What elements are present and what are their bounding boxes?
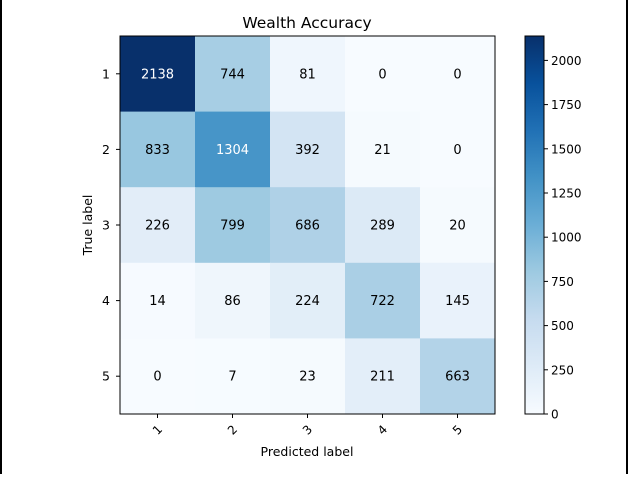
right-border (626, 0, 628, 474)
heatmap-cell-r4-c2 (195, 262, 271, 339)
y-axis-label: True label (80, 195, 95, 257)
heatmap-cell-r1-c4 (345, 36, 421, 113)
heatmap-cell-r3-c5 (420, 187, 496, 264)
cell-value-r4-c1: 14 (149, 294, 166, 309)
x-axis-label: Predicted label (261, 444, 354, 459)
cell-value-r3-c2: 799 (220, 219, 245, 234)
heatmap-cell-labels: 2138 744 81 0 0 833 1304 392 21 0 226 799 686 289 20 14… (141, 67, 470, 384)
x-tick-label-2: 2 (225, 422, 240, 437)
cell-value-r2-c3: 392 (295, 143, 320, 158)
cell-value-r5-c3: 23 (299, 370, 316, 385)
heatmap-cell-r5-c3 (270, 338, 346, 415)
cell-value-r1-c1: 2138 (141, 67, 174, 82)
cell-value-r1-c2: 744 (220, 67, 245, 82)
y-tick-label-1: 1 (102, 66, 110, 81)
cell-value-r2-c1: 833 (145, 143, 170, 158)
cell-value-r3-c4: 289 (370, 219, 395, 234)
heatmap-cell-r5-c2 (195, 338, 271, 415)
colorbar-tick-label-500: 500 (551, 319, 574, 333)
x-tick-label-4: 4 (375, 422, 390, 437)
heatmap-cell-r3-c4 (345, 187, 421, 264)
heatmap-cell-r2-c5 (420, 111, 496, 188)
cell-value-r4-c3: 224 (295, 294, 320, 309)
heatmap-cell-r3-c3 (270, 187, 346, 264)
cell-value-r2-c4: 21 (374, 143, 391, 158)
heatmap-cell-r5-c4 (345, 338, 421, 415)
heatmap-cell-r3-c1 (120, 187, 196, 264)
cell-value-r1-c5: 0 (453, 67, 461, 82)
heatmap-cell-r2-c4 (345, 111, 421, 188)
cell-value-r1-c3: 81 (299, 67, 316, 82)
cell-value-r4-c4: 722 (370, 294, 395, 309)
heatmap-cells (120, 36, 496, 415)
cell-value-r5-c4: 211 (370, 370, 395, 385)
heatmap-cell-r1-c2 (195, 36, 271, 113)
colorbar-tick-label-1500: 1500 (551, 142, 582, 156)
cell-value-r4-c5: 145 (445, 294, 470, 309)
cell-value-r5-c2: 7 (228, 370, 236, 385)
colorbar-tick-label-0: 0 (551, 408, 559, 422)
y-tick-label-4: 4 (102, 293, 110, 308)
heatmap-cell-r2-c2 (195, 111, 271, 188)
x-axis-ticks: 1 2 3 4 5 (150, 414, 465, 438)
cell-value-r1-c4: 0 (378, 67, 386, 82)
y-axis-ticks: 1 2 3 4 5 (102, 66, 120, 384)
heatmap-cell-r1-c5 (420, 36, 496, 113)
colorbar-tick-label-1000: 1000 (551, 231, 582, 245)
x-tick-label-1: 1 (150, 422, 165, 437)
heatmap-cell-r5-c1 (120, 338, 196, 415)
heatmap-cell-r4-c5 (420, 262, 496, 339)
heatmap-cell-r1-c1 (120, 36, 196, 113)
heatmap-cell-r2-c3 (270, 111, 346, 188)
left-border (0, 0, 2, 474)
colorbar-tick-label-2000: 2000 (551, 54, 582, 68)
cell-value-r3-c1: 226 (145, 219, 170, 234)
cell-value-r4-c2: 86 (224, 294, 241, 309)
x-tick-label-5: 5 (450, 422, 465, 437)
colorbar (524, 35, 545, 415)
heatmap-cell-r4-c3 (270, 262, 346, 339)
heatmap-cell-r1-c3 (270, 36, 346, 113)
cell-value-r2-c5: 0 (453, 143, 461, 158)
cell-value-r5-c1: 0 (153, 370, 161, 385)
y-tick-label-5: 5 (102, 369, 110, 384)
cell-value-r2-c2: 1304 (216, 143, 249, 158)
heatmap-cell-r4-c1 (120, 262, 196, 339)
heatmap-cell-r3-c2 (195, 187, 271, 264)
heatmap-cell-r5-c5 (420, 338, 496, 415)
x-tick-label-3: 3 (300, 422, 315, 437)
chart-title: Wealth Accuracy (242, 14, 371, 32)
cell-value-r3-c3: 686 (295, 219, 320, 234)
colorbar-tick-label-750: 750 (551, 275, 574, 289)
colorbar-ticks: 0 250 500 750 1000 1250 1500 1750 2000 (544, 54, 582, 422)
cell-value-r5-c5: 663 (445, 370, 470, 385)
y-tick-label-2: 2 (102, 142, 110, 157)
colorbar-tick-label-1750: 1750 (551, 98, 582, 112)
colorbar-tick-label-1250: 1250 (551, 186, 582, 200)
y-tick-label-3: 3 (102, 218, 110, 233)
colorbar-tick-label-250: 250 (551, 363, 574, 377)
cell-value-r3-c5: 20 (449, 219, 466, 234)
heatmap-cell-r4-c4 (345, 262, 421, 339)
heatmap-cell-r2-c1 (120, 111, 196, 188)
